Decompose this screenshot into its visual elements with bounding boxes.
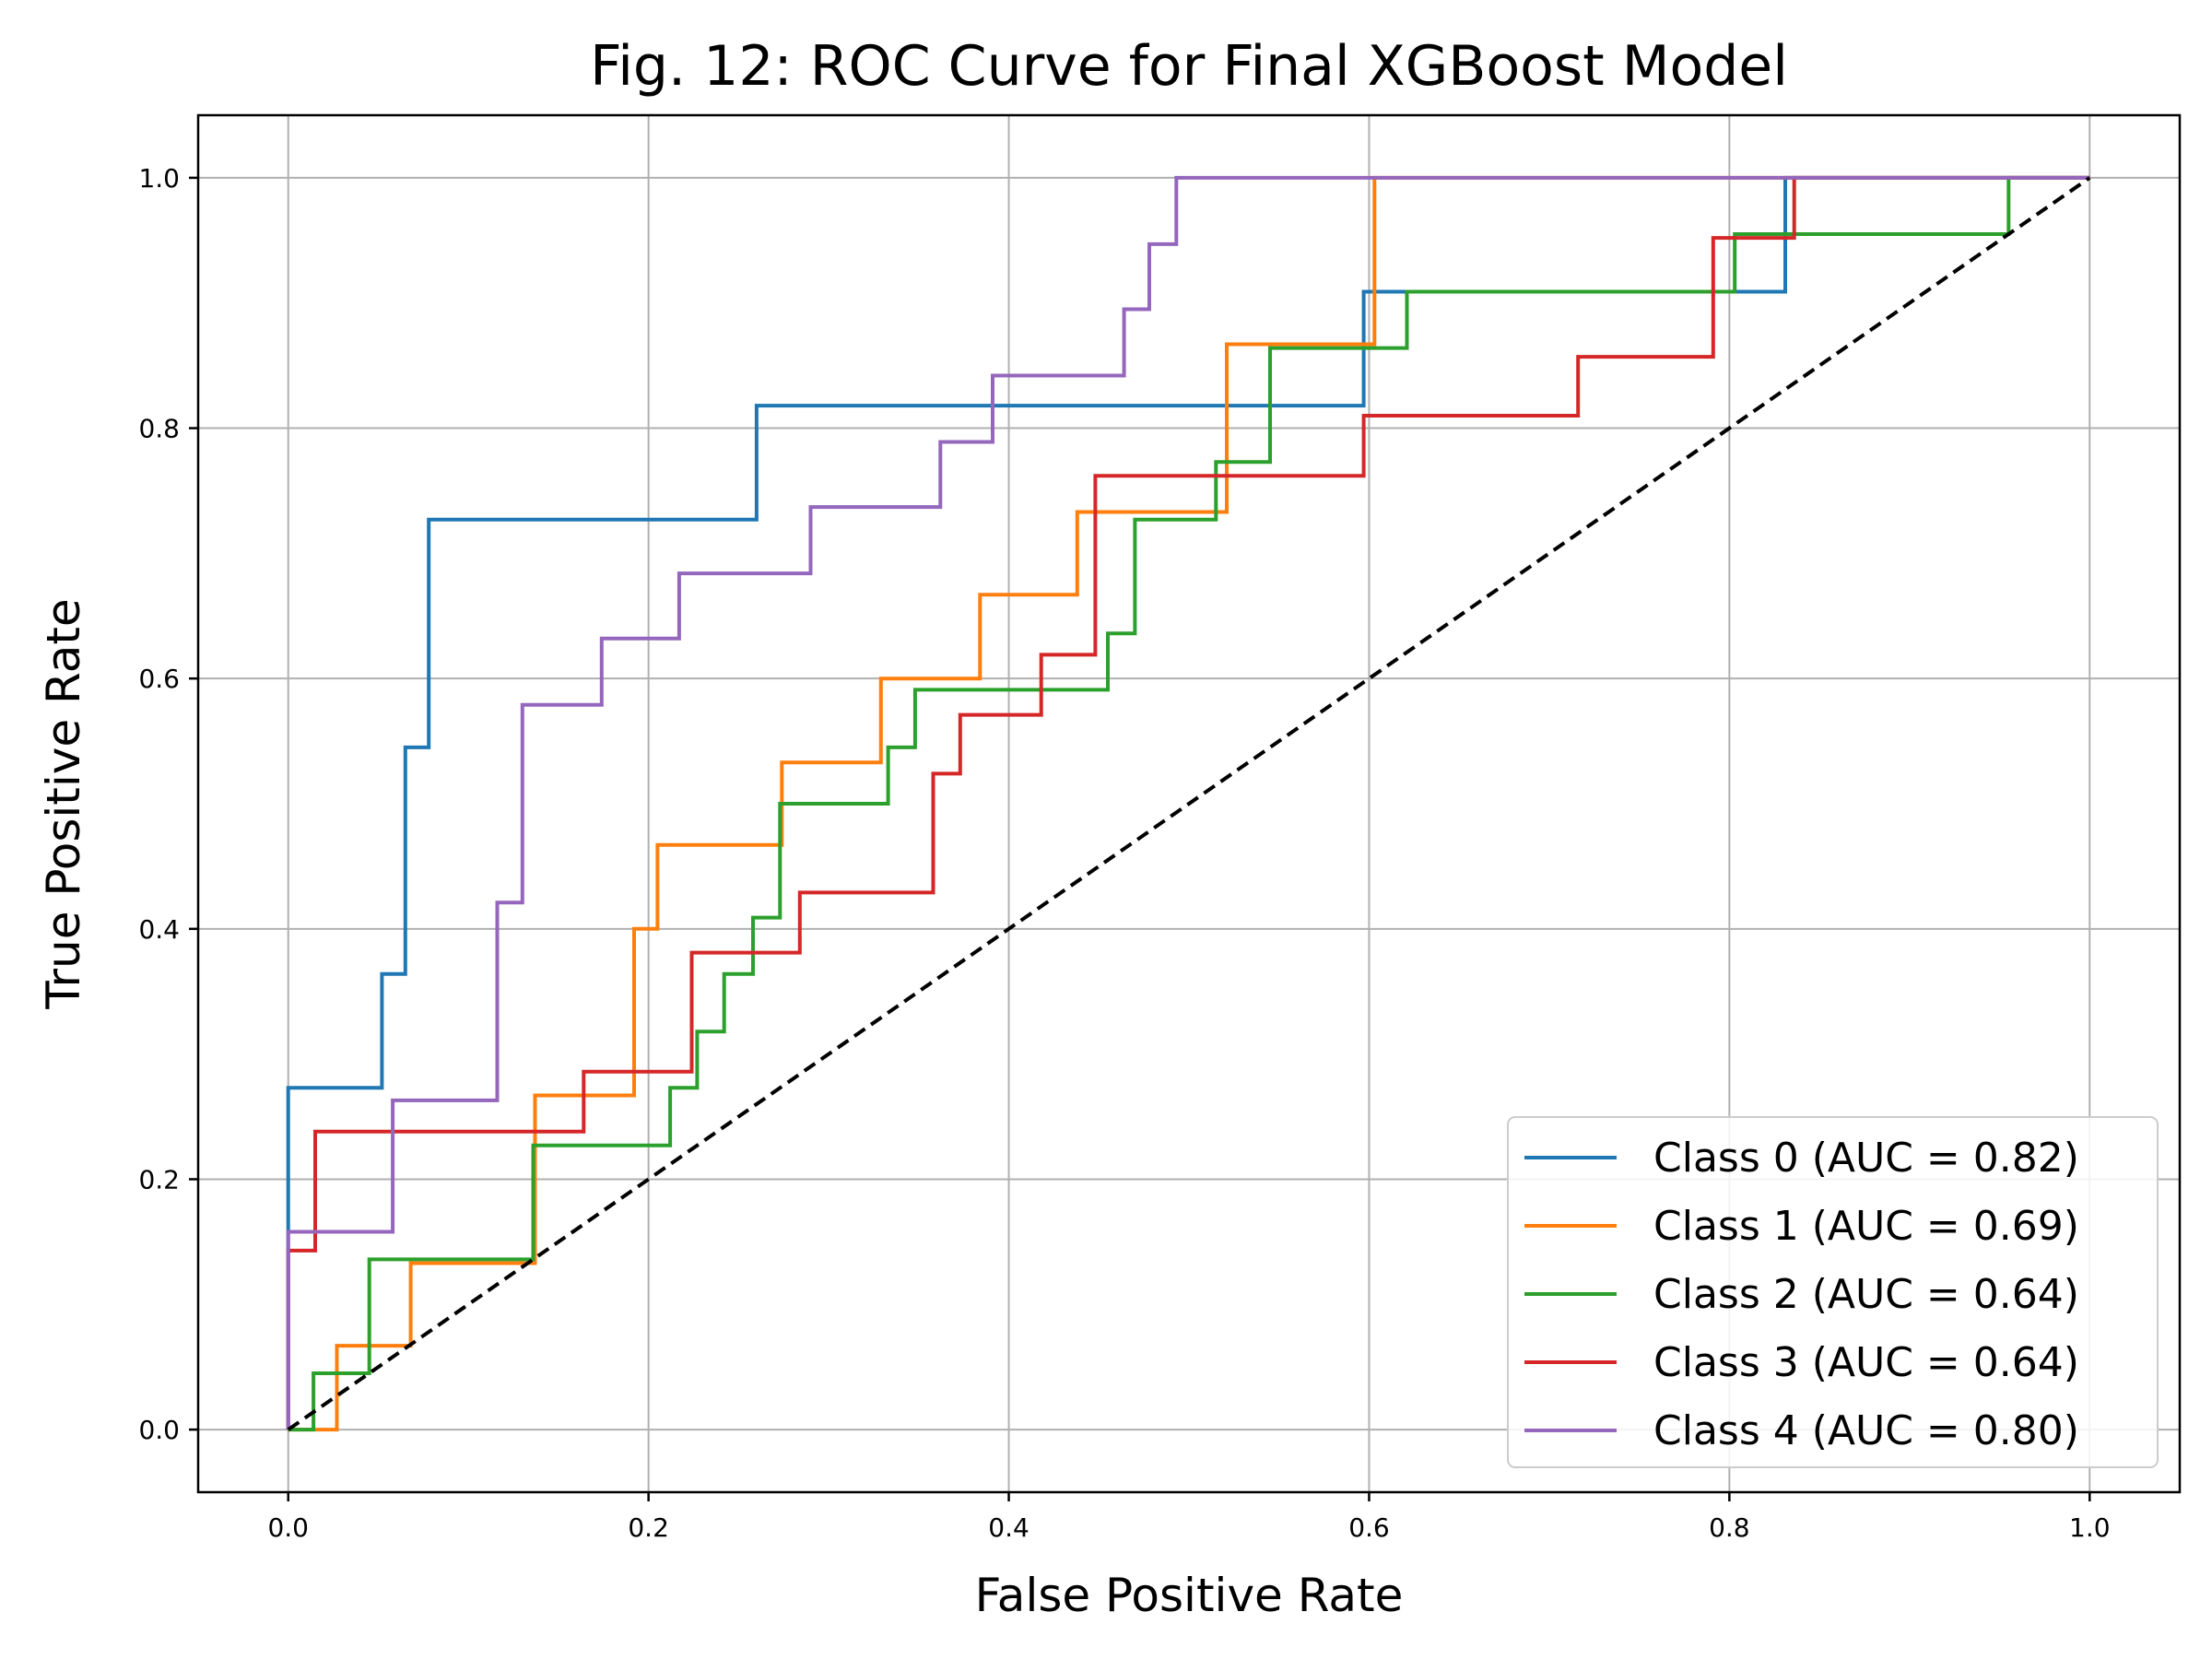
y-tick-label: 1.0 — [138, 163, 180, 194]
y-tick-label: 0.8 — [138, 414, 180, 444]
series-line-class-3 — [286, 175, 2090, 1430]
y-tick-label: 0.0 — [138, 1415, 180, 1445]
plot-frame — [196, 113, 2182, 1494]
x-tick-label: 0.6 — [1348, 1512, 1390, 1543]
series-line-class-4 — [286, 175, 2090, 1430]
grid — [198, 115, 2180, 1492]
legend-label-class-2: Class 2 (AUC = 0.64) — [1653, 1271, 2079, 1318]
y-tick-label: 0.6 — [138, 664, 180, 694]
x-tick-label: 0.0 — [267, 1512, 309, 1543]
x-tick-label: 0.2 — [628, 1512, 669, 1543]
chart-title: Fig. 12: ROC Curve for Final XGBoost Mod… — [590, 34, 1788, 99]
y-tick-label: 0.2 — [138, 1164, 180, 1194]
legend-label-class-3: Class 3 (AUC = 0.64) — [1653, 1339, 2079, 1386]
legend-label-class-1: Class 1 (AUC = 0.69) — [1653, 1203, 2079, 1250]
axis-ticks: 0.0 0.2 0.4 0.6 0.8 1.0 0.0 0.2 0.4 0.6 0.8 1.0 — [138, 163, 2110, 1543]
x-tick-label: 0.4 — [988, 1512, 1030, 1543]
y-axis-label: True Positive Rate — [37, 598, 90, 1009]
chance-diagonal-line — [287, 176, 2091, 1431]
x-tick-label: 1.0 — [2069, 1512, 2111, 1543]
series-line-class-2 — [288, 175, 2090, 1432]
legend-label-class-0: Class 0 (AUC = 0.82) — [1653, 1135, 2079, 1182]
x-tick-label: 0.8 — [1709, 1512, 1750, 1543]
plot-area — [286, 175, 2091, 1432]
legend: Class 0 (AUC = 0.82) Class 1 (AUC = 0.69)… — [1507, 1116, 2159, 1468]
y-tick-label: 0.4 — [138, 914, 180, 945]
legend-label-class-4: Class 4 (AUC = 0.80) — [1653, 1407, 2079, 1454]
x-axis-label: False Positive Rate — [975, 1569, 1404, 1622]
legend-box — [1507, 1116, 2159, 1468]
